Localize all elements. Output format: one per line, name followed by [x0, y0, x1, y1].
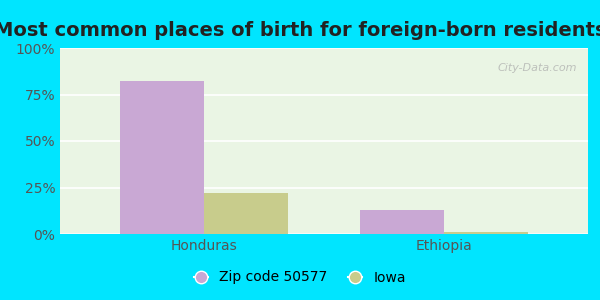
Bar [360, 210, 444, 234]
Bar [444, 232, 528, 234]
Bar [120, 82, 204, 234]
Text: City-Data.com: City-Data.com [498, 63, 577, 73]
Bar [204, 193, 288, 234]
Legend: Zip code 50577, Iowa: Zip code 50577, Iowa [188, 265, 412, 290]
Text: Most common places of birth for foreign-born residents: Most common places of birth for foreign-… [0, 21, 600, 40]
